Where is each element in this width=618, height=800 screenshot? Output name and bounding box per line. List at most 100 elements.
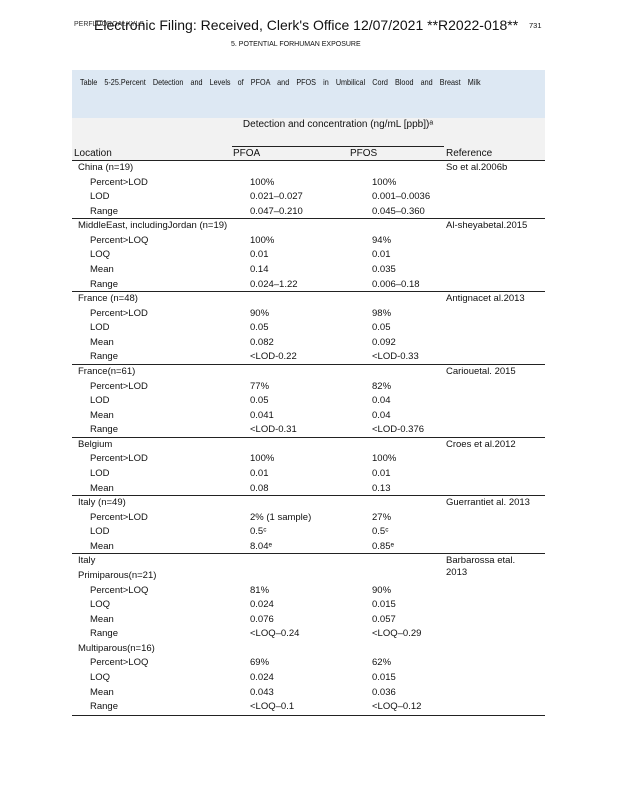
- table-bottom-rule: [72, 714, 545, 716]
- pfoa-cell: 81%: [250, 584, 270, 596]
- pfos-cell: 0.01: [372, 467, 391, 479]
- reference: Antignacet al.2013: [446, 293, 525, 305]
- pfos-cell: 0.13: [372, 482, 391, 494]
- location: MiddleEast, includingJordan (n=19): [78, 220, 228, 232]
- table-caption: Table 5-25.Percent Detection and Levels …: [80, 77, 481, 87]
- row-label: LOD: [90, 526, 110, 538]
- pfos-cell: 0.5ᶜ: [372, 526, 389, 538]
- pfos-cell: 0.04: [372, 395, 391, 407]
- row-label: Percent>LOD: [90, 453, 148, 465]
- row-label: Percent>LOD: [90, 176, 148, 188]
- pfos-cell: 0.015: [372, 599, 396, 611]
- pfos-cell: 82%: [372, 380, 392, 392]
- filing-stamp: Electronic Filing: Received, Clerk's Off…: [94, 17, 519, 33]
- caption-band: [72, 70, 545, 118]
- column-group-header: Detection and concentration (ng/mL [ppb]…: [242, 119, 434, 130]
- pfoa-cell: 0.05: [250, 322, 269, 334]
- pfos-cell: 0.04: [372, 409, 391, 421]
- row-label: Mean: [90, 686, 114, 698]
- pfos-cell: 0.035: [372, 263, 396, 275]
- group-rule: [72, 495, 545, 497]
- reference: Croes et al.2012: [446, 438, 516, 450]
- section-title: 5. POTENTIAL FORHUMAN EXPOSURE: [231, 41, 361, 48]
- pfoa-cell: 0.024: [250, 599, 274, 611]
- pfos-cell: <LOD-0.376: [372, 424, 425, 436]
- pfoa-cell: 100%: [250, 453, 275, 465]
- pfos-cell: <LOQ–0.12: [372, 701, 422, 713]
- row-label: Range: [90, 701, 118, 713]
- row-label: Mean: [90, 613, 114, 625]
- pfoa-cell: <LOQ–0.1: [250, 701, 295, 713]
- pfoa-cell: 0.01: [250, 249, 269, 261]
- reference: Al-sheyabetal.2015: [446, 220, 528, 232]
- pfos-cell: 0.057: [372, 613, 396, 625]
- subgroup-label: Primiparous(n=21): [78, 569, 157, 581]
- pfos-cell: 0.01: [372, 249, 391, 261]
- location: Italy: [78, 555, 96, 567]
- pfoa-cell: 0.082: [250, 336, 274, 348]
- pfos-cell: 0.015: [372, 671, 396, 683]
- pfos-cell: 0.001–0.0036: [372, 191, 431, 203]
- pfoa-cell: <LOD-0.22: [250, 351, 297, 363]
- pfoa-cell: 0.047–0.210: [250, 205, 303, 217]
- pfoa-cell: 0.5ᶜ: [250, 526, 267, 538]
- subgroup-label: Multiparous(n=16): [78, 642, 155, 654]
- row-label: LOQ: [90, 671, 111, 683]
- row-label: Range: [90, 628, 118, 640]
- pfoa-cell: 0.076: [250, 613, 274, 625]
- pfos-cell: 0.006–0.18: [372, 278, 420, 290]
- header-rule: [72, 160, 545, 161]
- pfoa-cell: 0.024: [250, 671, 274, 683]
- pfoa-cell: 0.14: [250, 263, 269, 275]
- pfos-cell: 100%: [372, 453, 397, 465]
- group-rule: [72, 553, 545, 555]
- pfos-cell: 0.092: [372, 336, 396, 348]
- column-header: Reference: [446, 148, 493, 159]
- row-label: LOQ: [90, 249, 111, 261]
- pfoa-cell: 69%: [250, 657, 270, 669]
- pfoa-cell: 0.041: [250, 409, 274, 421]
- pfos-cell: 98%: [372, 307, 392, 319]
- pfoa-cell: 0.01: [250, 467, 269, 479]
- pfos-cell: 62%: [372, 657, 392, 669]
- column-header: Location: [74, 148, 112, 159]
- row-label: Percent>LOD: [90, 307, 148, 319]
- row-label: Mean: [90, 409, 114, 421]
- row-label: LOQ: [90, 599, 111, 611]
- header-rule: [232, 146, 444, 147]
- row-label: LOD: [90, 395, 110, 407]
- pfos-cell: 90%: [372, 584, 392, 596]
- row-label: Mean: [90, 482, 114, 494]
- pfoa-cell: <LOD-0.31: [250, 424, 297, 436]
- pfos-cell: 0.05: [372, 322, 391, 334]
- row-label: Range: [90, 424, 118, 436]
- pfoa-cell: 0.05: [250, 395, 269, 407]
- pfoa-cell: 8.04ᵉ: [250, 540, 273, 552]
- pfoa-cell: 0.024–1.22: [250, 278, 298, 290]
- group-rule: [72, 436, 545, 438]
- pfoa-cell: 90%: [250, 307, 270, 319]
- row-label: Percent>LOQ: [90, 657, 149, 669]
- row-label: Mean: [90, 263, 114, 275]
- row-label: Percent>LOQ: [90, 234, 149, 246]
- location: Italy (n=49): [78, 497, 126, 509]
- column-header: PFOA: [233, 148, 261, 159]
- pfos-cell: 94%: [372, 234, 392, 246]
- row-label: LOD: [90, 191, 110, 203]
- pfoa-cell: 0.043: [250, 686, 274, 698]
- running-head: PERFLUOROALKYLS: [74, 21, 145, 28]
- row-label: Percent>LOD: [90, 380, 148, 392]
- pfoa-cell: 100%: [250, 176, 275, 188]
- row-label: Range: [90, 351, 118, 363]
- group-rule: [72, 363, 545, 365]
- header-band: [72, 118, 545, 160]
- pfos-cell: 0.85ᵉ: [372, 540, 395, 552]
- row-label: LOD: [90, 467, 110, 479]
- row-label: Range: [90, 205, 118, 217]
- row-label: LOD: [90, 322, 110, 334]
- location: China (n=19): [78, 162, 134, 173]
- pfos-cell: 100%: [372, 176, 397, 188]
- row-label: Percent>LOQ: [90, 584, 149, 596]
- pfoa-cell: 77%: [250, 380, 270, 392]
